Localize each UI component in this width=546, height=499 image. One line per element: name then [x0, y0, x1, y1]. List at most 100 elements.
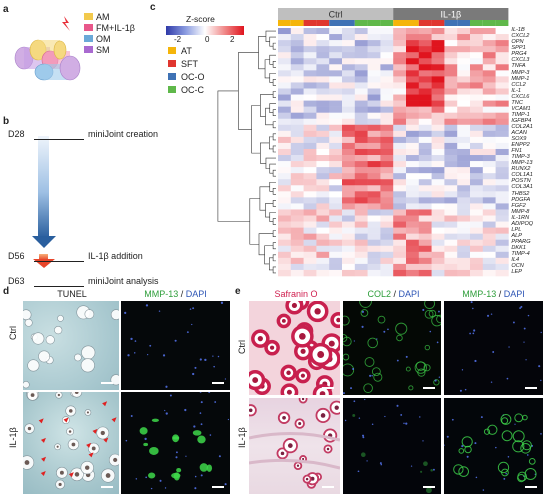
heatmap-cell: [278, 100, 292, 107]
heatmap-cell: [367, 118, 381, 126]
heatmap-cell: [316, 191, 330, 198]
heatmap-cell: [444, 155, 458, 162]
heatmap-cell: [444, 100, 458, 107]
heatmap-cell: [303, 34, 317, 41]
heatmap-cell: [418, 203, 432, 210]
heatmap-cell: [354, 161, 368, 168]
group-swatch: [168, 86, 176, 93]
heatmap-cell: [380, 221, 394, 228]
gene-label: OPN: [511, 39, 524, 46]
heatmap-cell: [482, 179, 496, 186]
heatmap-cell: [418, 161, 432, 168]
timeline-step-text: miniJoint analysis: [88, 276, 159, 286]
heatmap-cell: [406, 40, 420, 47]
minijoint-illustration: [14, 16, 81, 81]
heatmap-cell: [278, 209, 292, 216]
heatmap-cell: [303, 257, 317, 265]
heatmap-cell: [495, 245, 509, 253]
heatmap-cell: [470, 215, 484, 222]
heatmap-cell: [354, 34, 368, 41]
heatmap-cell: [431, 76, 445, 83]
heatmap-cell: [354, 148, 368, 156]
heatmap-cell: [393, 233, 407, 241]
heatmap-cell: [380, 161, 394, 168]
heatmap-cell: [342, 215, 356, 222]
heatmap-cell: [495, 118, 509, 126]
heatmap-cell: [444, 221, 458, 228]
heatmap-cell: [329, 142, 343, 150]
group-swatch: [168, 60, 176, 67]
legend-label: OM: [96, 33, 111, 44]
group-strip-cell: [316, 20, 330, 26]
gene-label: MMP-1: [511, 75, 530, 82]
heatmap-cell: [444, 142, 458, 150]
heatmap-cell: [367, 58, 381, 65]
heatmap-cell: [431, 209, 445, 216]
heatmap-cell: [495, 239, 509, 247]
heatmap-cell: [444, 167, 458, 174]
group-swatch: [168, 47, 176, 54]
heatmap-cell: [470, 233, 484, 241]
row-dendrogram: [217, 30, 276, 274]
heatmap-cell: [367, 142, 381, 150]
heatmap-cell: [431, 100, 445, 107]
heatmap-cell: [470, 167, 484, 174]
heatmap-cell: [342, 70, 356, 77]
heatmap-cell: [278, 136, 292, 144]
heatmap-cell: [470, 269, 484, 277]
heatmap-cell: [316, 251, 330, 259]
heatmap-cell: [457, 106, 471, 113]
heatmap-cell: [431, 40, 445, 47]
heatmap-cell: [495, 100, 509, 107]
heatmap-cell: [495, 227, 509, 234]
heatmap-cell: [316, 88, 330, 95]
heatmap-cell: [367, 155, 381, 162]
heatmap-cell: [316, 148, 330, 156]
heatmap-cell: [316, 70, 330, 77]
gene-label: TIMP-1: [511, 111, 530, 118]
heatmap-cell: [470, 64, 484, 71]
heatmap-cell: [367, 70, 381, 77]
heatmap-cell: [406, 257, 420, 265]
heatmap-cell: [406, 130, 420, 138]
heatmap-cell: [406, 227, 420, 234]
heatmap-cell: [470, 28, 484, 35]
heatmap-cell: [406, 46, 420, 53]
heatmap-cell: [367, 46, 381, 53]
heatmap-cell: [367, 185, 381, 192]
heatmap-cell: [495, 124, 509, 132]
heatmap-cell: [303, 94, 317, 101]
heatmap-cell: [316, 112, 330, 120]
heatmap-cell: [444, 203, 458, 210]
gene-label: ALP: [511, 232, 522, 239]
heatmap-cell: [329, 167, 343, 174]
legend-a-item: OM: [84, 33, 135, 44]
panel-label-e: e: [235, 286, 241, 297]
heatmap-cell: [290, 239, 304, 247]
heatmap-cell: [393, 130, 407, 138]
heatmap-cell: [470, 209, 484, 216]
group-label: SFT: [181, 58, 198, 69]
heatmap-cell: [444, 130, 458, 138]
heatmap-cell: [495, 209, 509, 216]
mmp13-e-il1b-image: [444, 398, 543, 494]
column-header-part: DAPI: [398, 289, 420, 299]
heatmap-cell: [329, 34, 343, 41]
heatmap-cell: [380, 197, 394, 204]
heatmap-cell: [470, 251, 484, 259]
heatmap-cell: [316, 269, 330, 277]
heatmap-cell: [457, 148, 471, 156]
heatmap-cell: [431, 52, 445, 59]
heatmap-cell: [303, 161, 317, 168]
heatmap-cell: [393, 88, 407, 95]
gene-label: CXCL6: [511, 93, 530, 100]
heatmap-cell: [290, 82, 304, 89]
heatmap-cell: [406, 209, 420, 216]
group-legend-item: OC-C: [168, 83, 205, 96]
heatmap-cell: [329, 197, 343, 204]
heatmap-cell: [354, 191, 368, 198]
heatmap-cell: [482, 257, 496, 265]
heatmap-cell: [457, 191, 471, 198]
heatmap-cell: [393, 58, 407, 65]
group-strip-cell: [278, 20, 291, 26]
